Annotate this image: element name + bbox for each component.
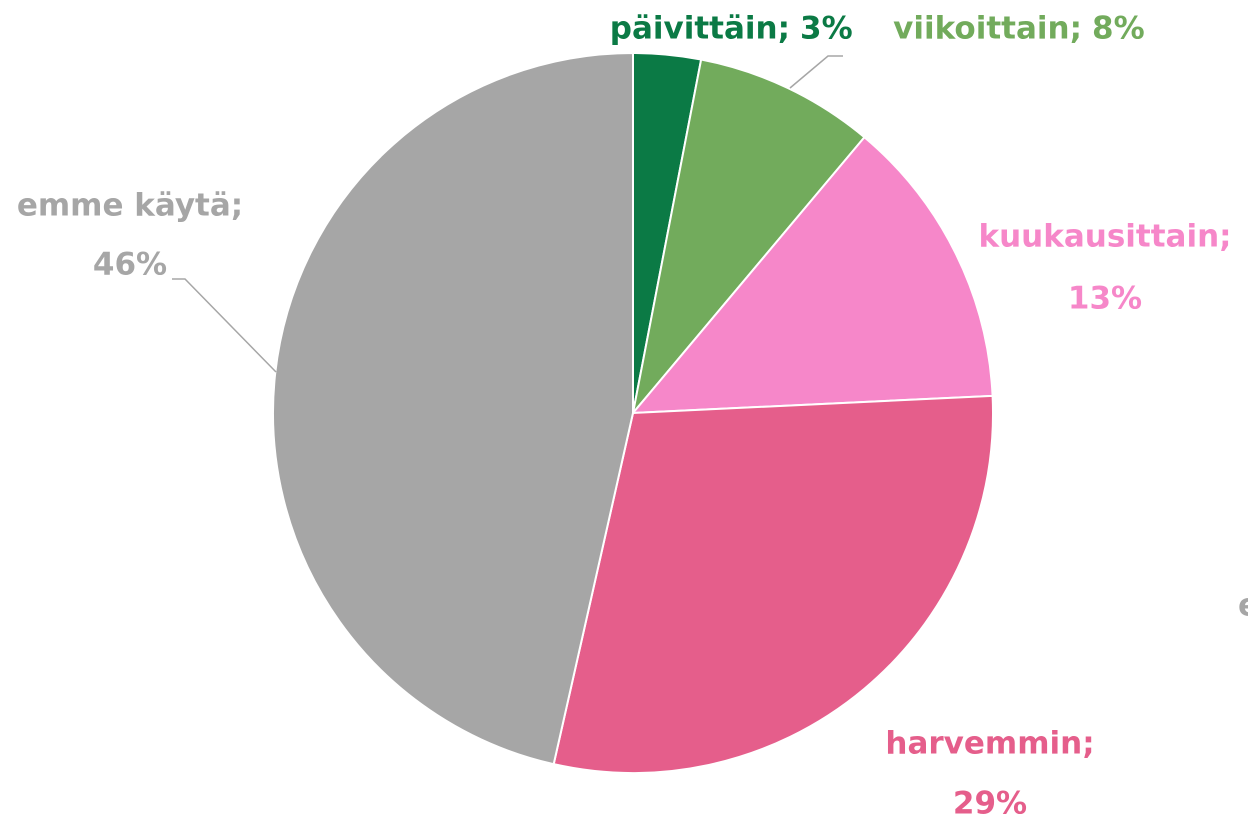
data-label-category: emme käytä; (17, 188, 243, 224)
leader-line (172, 278, 277, 373)
data-label-value: 3% (800, 11, 853, 47)
data-label-category: viikoittain; (893, 11, 1082, 47)
clipped-label: e (1238, 588, 1248, 624)
data-label-value: 29% (953, 786, 1027, 822)
data-label-value: 8% (1092, 11, 1145, 47)
pie-slice (271, 51, 634, 766)
data-label-category: harvemmin; (885, 726, 1094, 762)
data-label-category: päivittäin; (610, 11, 790, 47)
data-label-value: 13% (1068, 281, 1142, 317)
pie-slice (552, 394, 994, 774)
data-label-category: kuukausittain; (978, 219, 1231, 255)
pie-slice (631, 58, 866, 417)
data-label-value: 46% (93, 247, 167, 283)
leader-line (789, 55, 843, 89)
pie-slice (630, 135, 994, 415)
pie (271, 51, 994, 774)
